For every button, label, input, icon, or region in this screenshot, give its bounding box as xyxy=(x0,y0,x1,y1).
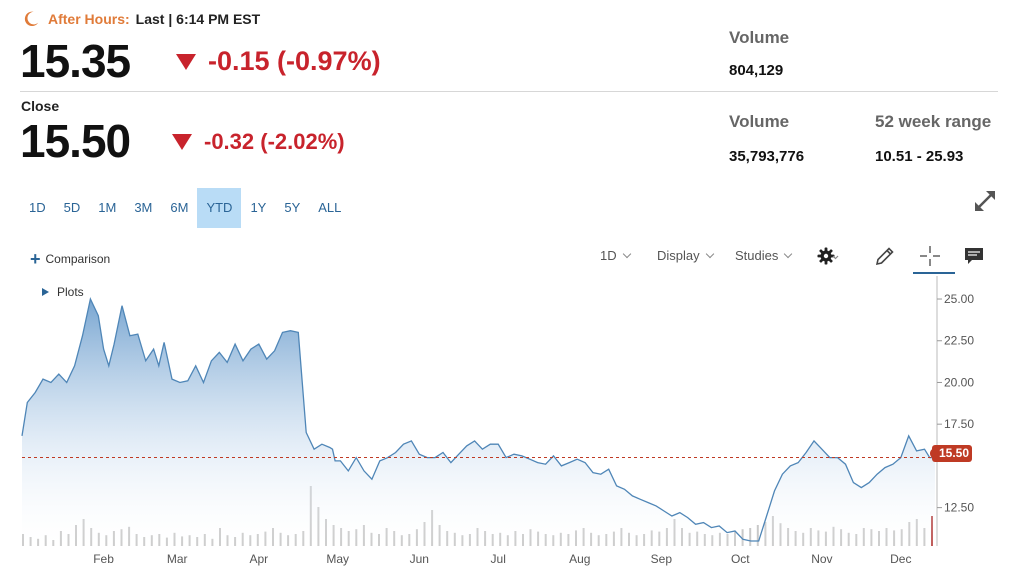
close-change-value: -0.32 (-2.02%) xyxy=(204,129,345,154)
price-chart[interactable]: 25.00 22.50 20.00 17.50 12.50 Feb Mar Apr May Ju… xyxy=(0,276,1024,576)
y-axis-ticks: 25.00 22.50 20.00 17.50 12.50 xyxy=(937,292,974,515)
divider xyxy=(20,91,998,92)
x-tick-label: May xyxy=(326,552,349,566)
range-ytd[interactable]: YTD xyxy=(197,188,242,228)
range-3m[interactable]: 3M xyxy=(134,200,153,215)
chevron-down-icon xyxy=(622,249,631,259)
y-tick-label: 25.00 xyxy=(944,292,974,306)
last-price-tag: 15.50 xyxy=(932,445,972,462)
after-hours-row: After Hours: Last | 6:14 PM EST xyxy=(22,10,260,28)
range-5y[interactable]: 5Y xyxy=(284,200,301,215)
interval-label: 1D xyxy=(600,248,617,263)
y-tick-label: 17.50 xyxy=(944,417,974,431)
after-hours-label: After Hours: xyxy=(48,11,130,27)
week-range-label: 52 week range xyxy=(875,112,992,131)
x-tick-label: Sep xyxy=(651,552,673,566)
pencil-icon[interactable] xyxy=(873,244,897,268)
x-axis-ticks: Feb Mar Apr May Jun Jul Aug Sep Oct Nov Dec xyxy=(93,552,911,566)
close-volume-value: 35,793,776 xyxy=(729,148,805,165)
range-5d[interactable]: 5D xyxy=(63,200,81,215)
comparison-button[interactable]: + Comparison xyxy=(30,249,111,269)
y-tick-label: 12.50 xyxy=(944,501,974,515)
x-tick-label: Dec xyxy=(890,552,911,566)
moon-icon xyxy=(24,11,39,27)
plots-toggle[interactable]: Plots xyxy=(42,285,84,299)
volume-bar xyxy=(741,529,744,546)
triangle-right-icon xyxy=(42,288,49,296)
close-volume-label: Volume xyxy=(729,112,790,131)
plots-label: Plots xyxy=(57,285,84,299)
close-label: Close xyxy=(21,98,60,114)
chevron-down-icon xyxy=(705,249,714,259)
x-tick-label: Aug xyxy=(569,552,590,566)
display-dropdown[interactable]: Display xyxy=(657,248,714,263)
range-6m[interactable]: 6M xyxy=(170,200,189,215)
x-tick-label: Feb xyxy=(93,552,114,566)
range-1m[interactable]: 1M xyxy=(98,200,117,215)
x-tick-label: Oct xyxy=(731,552,750,566)
x-tick-label: Apr xyxy=(249,552,268,566)
close-price: 15.50 xyxy=(20,115,131,167)
display-label: Display xyxy=(657,248,700,263)
interval-dropdown[interactable]: 1D xyxy=(600,248,631,263)
x-tick-label: Nov xyxy=(811,552,832,566)
range-1d[interactable]: 1D xyxy=(29,200,46,215)
after-hours-volume-value: 804,129 xyxy=(729,62,784,79)
y-tick-label: 22.50 xyxy=(944,334,974,348)
price-area xyxy=(22,299,935,546)
volume-bar xyxy=(749,528,752,546)
gear-icon[interactable] xyxy=(816,244,840,268)
range-selector: 1D 5D 1M 3M 6M YTD 1Y 5Y ALL xyxy=(20,188,350,228)
expand-icon[interactable] xyxy=(972,188,998,214)
chevron-down-icon xyxy=(784,249,793,259)
volume-bar xyxy=(756,525,759,546)
comment-icon[interactable] xyxy=(962,244,986,268)
after-hours-status: Last | 6:14 PM EST xyxy=(135,11,261,27)
x-tick-label: Mar xyxy=(167,552,188,566)
price-line xyxy=(21,296,935,542)
down-triangle-icon xyxy=(176,53,196,70)
range-1y[interactable]: 1Y xyxy=(250,200,267,215)
close-change: -0.32 (-2.02%) xyxy=(172,129,345,155)
after-hours-price: 15.35 xyxy=(20,35,131,87)
down-triangle-icon xyxy=(172,134,192,150)
crosshair-active-indicator xyxy=(913,272,955,274)
after-hours-change: -0.15 (-0.97%) xyxy=(176,46,381,77)
after-hours-volume-label: Volume xyxy=(729,28,790,47)
after-hours-change-value: -0.15 (-0.97%) xyxy=(208,46,381,76)
x-tick-label: Jul xyxy=(491,552,506,566)
crosshair-icon[interactable] xyxy=(918,244,942,268)
comparison-label: Comparison xyxy=(45,252,111,266)
week-range-value: 10.51 - 25.93 xyxy=(875,148,964,165)
y-tick-label: 20.00 xyxy=(944,375,974,389)
range-all[interactable]: ALL xyxy=(318,200,342,215)
plus-icon: + xyxy=(30,249,41,269)
studies-label: Studies xyxy=(735,248,779,263)
studies-dropdown[interactable]: Studies xyxy=(735,248,793,263)
x-tick-label: Jun xyxy=(410,552,429,566)
